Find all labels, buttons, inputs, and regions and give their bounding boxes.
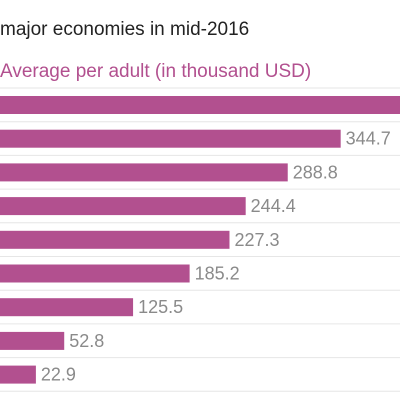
bar [0, 230, 230, 249]
value-labels: 344.7 288.8 244.4 227.3 185.2 125.5 52.8 22.9 [41, 129, 391, 385]
chart-subtitle: Average per adult (in thousand USD) [0, 61, 312, 82]
bar-value-label: 125.5 [138, 297, 183, 317]
bar [0, 163, 288, 182]
bar [0, 365, 36, 384]
bar [0, 298, 134, 317]
bars [0, 96, 400, 384]
grid-lines [0, 87, 400, 392]
bar-value-label: 288.8 [293, 162, 338, 182]
bar [0, 264, 190, 283]
bar-value-label: 22.9 [41, 365, 76, 385]
bar [0, 197, 246, 216]
chart-title: major economies in mid-2016 [0, 19, 250, 40]
bar-value-label: 227.3 [234, 230, 279, 250]
bar [0, 331, 65, 350]
bar-value-label: 52.8 [69, 331, 104, 351]
bar-value-label: 344.7 [346, 129, 391, 149]
bar-value-label: 244.4 [251, 196, 296, 216]
bar-value-label: 185.2 [195, 264, 240, 284]
bar [0, 96, 400, 114]
bar [0, 129, 341, 148]
